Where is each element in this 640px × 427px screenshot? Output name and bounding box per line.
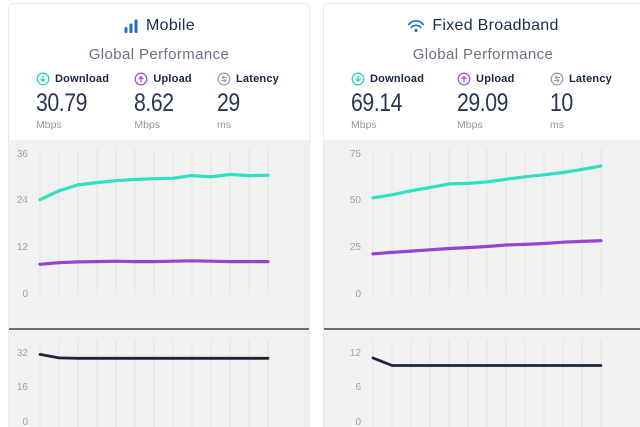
circle-swap-arrows-icon bbox=[217, 72, 231, 86]
y-axis-tick-label: 6 bbox=[355, 382, 361, 394]
y-axis-tick-label: 12 bbox=[16, 242, 28, 254]
stat-value: 30.79 bbox=[36, 89, 88, 117]
mobile-latency-stat: Latency 29 ms bbox=[217, 72, 279, 131]
stat-unit: Mbps bbox=[351, 119, 377, 131]
mobile-upload-stat: Upload 8.62 Mbps bbox=[134, 72, 192, 131]
stat-label: Latency bbox=[236, 73, 279, 85]
stat-label: Download bbox=[370, 73, 425, 85]
card-subtitle: Global Performance bbox=[88, 46, 230, 63]
stat-value: 69.14 bbox=[351, 89, 403, 117]
y-axis-tick-label: 0 bbox=[355, 288, 361, 300]
wifi-icon bbox=[407, 19, 425, 33]
chart-canvas bbox=[38, 339, 270, 427]
y-axis-tick-label: 36 bbox=[16, 148, 28, 160]
y-axis-tick-label: 75 bbox=[349, 148, 361, 160]
bar-chart-icon bbox=[123, 18, 139, 34]
stat-label: Download bbox=[55, 73, 110, 85]
stat-unit: Mbps bbox=[134, 119, 161, 131]
card-title: Fixed Broadband bbox=[432, 17, 559, 34]
download-series-line bbox=[371, 164, 603, 200]
stat-value: 29.09 bbox=[457, 89, 509, 117]
stat-label: Upload bbox=[476, 73, 515, 85]
y-axis-tick-label: 0 bbox=[22, 288, 28, 300]
latency-series-line bbox=[371, 356, 603, 367]
download-series-line bbox=[38, 172, 270, 202]
fixed-broadband-card: Fixed Broadband Global Performance Downl… bbox=[323, 3, 640, 427]
stat-value: 10 bbox=[550, 89, 573, 117]
fixed-title-row: Fixed Broadband bbox=[324, 4, 640, 35]
chart-canvas bbox=[38, 148, 270, 295]
y-axis-tick-label: 16 bbox=[16, 382, 28, 394]
chart-canvas bbox=[371, 148, 603, 295]
fixed-card-header: Fixed Broadband Global Performance Downl… bbox=[324, 4, 640, 140]
latency-series-line bbox=[38, 352, 270, 360]
y-axis-tick-label: 50 bbox=[349, 195, 361, 207]
mobile-title-row: Mobile bbox=[9, 4, 309, 35]
upload-series-line bbox=[371, 238, 603, 256]
card-title: Mobile bbox=[146, 17, 195, 34]
mobile-stats-row: Download 30.79 Mbps Upload bbox=[9, 63, 309, 131]
mobile-card: Mobile Global Performance Download 3 bbox=[8, 3, 310, 427]
stat-unit: Mbps bbox=[457, 119, 483, 131]
fixed-upload-stat: Upload 29.09 Mbps bbox=[457, 72, 517, 131]
y-axis-tick-label: 24 bbox=[16, 195, 28, 207]
mobile-download-stat: Download 30.79 Mbps bbox=[36, 72, 109, 131]
y-axis-tick-label: 0 bbox=[22, 416, 28, 427]
circle-up-arrow-icon bbox=[457, 72, 471, 86]
upload-series-line bbox=[38, 258, 270, 266]
circle-up-arrow-icon bbox=[134, 72, 148, 86]
y-axis-tick-label: 25 bbox=[349, 242, 361, 254]
y-axis-tick-label: 0 bbox=[355, 416, 361, 427]
fixed-latency-history-chart: 12 6 0 bbox=[324, 327, 640, 427]
stat-value: 29 bbox=[217, 89, 240, 117]
stat-unit: ms bbox=[550, 119, 564, 131]
y-axis-tick-label: 12 bbox=[349, 347, 361, 359]
fixed-latency-stat: Latency 10 ms bbox=[550, 72, 612, 131]
circle-swap-arrows-icon bbox=[550, 72, 564, 86]
mobile-speed-history-chart: 36 24 12 0 bbox=[9, 139, 309, 328]
stat-value: 8.62 bbox=[134, 89, 175, 117]
stat-label: Upload bbox=[153, 73, 192, 85]
mobile-card-header: Mobile Global Performance Download 3 bbox=[9, 4, 309, 140]
stat-unit: Mbps bbox=[36, 119, 62, 131]
stat-label: Latency bbox=[569, 73, 612, 85]
chart-canvas bbox=[371, 339, 603, 427]
circle-down-arrow-icon bbox=[351, 72, 365, 86]
mobile-latency-history-chart: 32 16 0 bbox=[9, 327, 309, 427]
y-axis-tick-label: 32 bbox=[16, 347, 28, 359]
fixed-stats-row: Download 69.14 Mbps Upload bbox=[324, 63, 640, 131]
fixed-speed-history-chart: 75 50 25 0 bbox=[324, 139, 640, 328]
circle-down-arrow-icon bbox=[36, 72, 50, 86]
fixed-download-stat: Download 69.14 Mbps bbox=[351, 72, 424, 131]
stat-unit: ms bbox=[217, 119, 232, 131]
card-subtitle: Global Performance bbox=[412, 46, 554, 63]
